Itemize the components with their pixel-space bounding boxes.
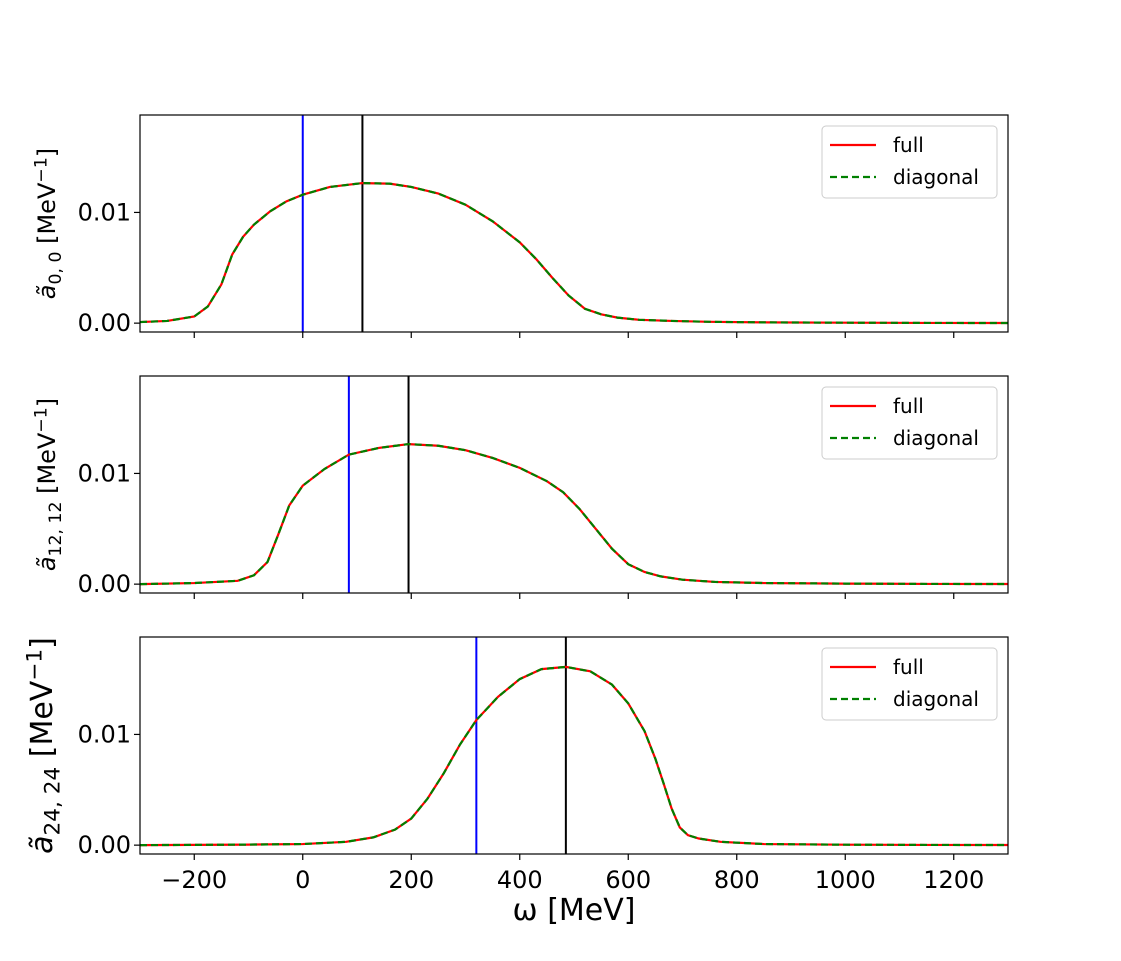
y-label-symbol: ã [33,556,61,571]
y-label-exponent: −1 [23,649,48,681]
y-label-symbol: ã [33,284,61,299]
y-label-close: ] [33,148,61,157]
y-tick-label: 0.01 [78,720,131,748]
x-tick-label: 400 [497,866,543,894]
y-label-unit: [MeV [25,680,60,767]
series-line-full [140,442,1008,586]
y-label-subscript: 12, 12 [46,502,66,557]
axes-frame [139,375,1009,594]
y-label-close: ] [25,637,60,649]
legend-label-diagonal: diagonal [893,165,979,189]
y-label-unit: [MeV [33,432,61,501]
x-tick-label: 200 [388,866,434,894]
series-line-diagonal [140,181,1008,325]
y-axis-label: ã0, 0 [MeV−1] [32,148,66,299]
y-tick-label: 0.00 [78,570,131,598]
y-label-close: ] [33,398,61,407]
y-tick-label: 0.01 [78,198,131,226]
x-tick-label: 0 [295,866,310,894]
y-label-subscript: 0, 0 [46,252,66,285]
y-tick-label: 0.00 [78,309,131,337]
legend-label-full: full [893,394,924,418]
panel-0: 0.00 0.01 ã0, 0 [MeV−1] full diagonal [32,114,1009,338]
y-axis-label: ã12, 12 [MeV−1] [32,398,66,571]
legend: full diagonal [821,386,998,460]
series-line-diagonal [140,665,1008,847]
y-axis-label: ã24, 24 [MeV−1] [23,637,66,854]
series-line-full [140,181,1008,325]
x-tick-label: −200 [161,866,227,894]
series-line-diagonal [140,442,1008,586]
panel-2: 0.00 0.01 −200 0 200 400 600 800 1000 1200 ã24, 24… [23,636,1009,894]
y-label-unit: [MeV [33,182,61,251]
legend-label-full: full [893,133,924,157]
legend: full diagonal [821,125,998,199]
x-tick-label: 600 [605,866,651,894]
x-tick-label: 1200 [923,866,984,894]
y-label-symbol: ã [25,835,60,853]
y-label-subscript: 24, 24 [41,767,66,836]
y-label-exponent: −1 [32,157,52,182]
legend: full diagonal [821,647,998,721]
axes-frame [139,636,1009,855]
y-tick-label: 0.01 [78,459,131,487]
axes-frame [139,114,1009,333]
legend-label-diagonal: diagonal [893,426,979,450]
legend-label-full: full [893,655,924,679]
y-label-exponent: −1 [32,407,52,432]
panel-1: 0.00 0.01 ã12, 12 [MeV−1] full diagonal [32,375,1009,599]
legend-label-diagonal: diagonal [893,687,979,711]
x-tick-label: 800 [714,866,760,894]
y-tick-label: 0.00 [78,831,131,859]
x-axis-label: ω [MeV] [513,893,636,928]
x-tick-label: 1000 [815,866,876,894]
